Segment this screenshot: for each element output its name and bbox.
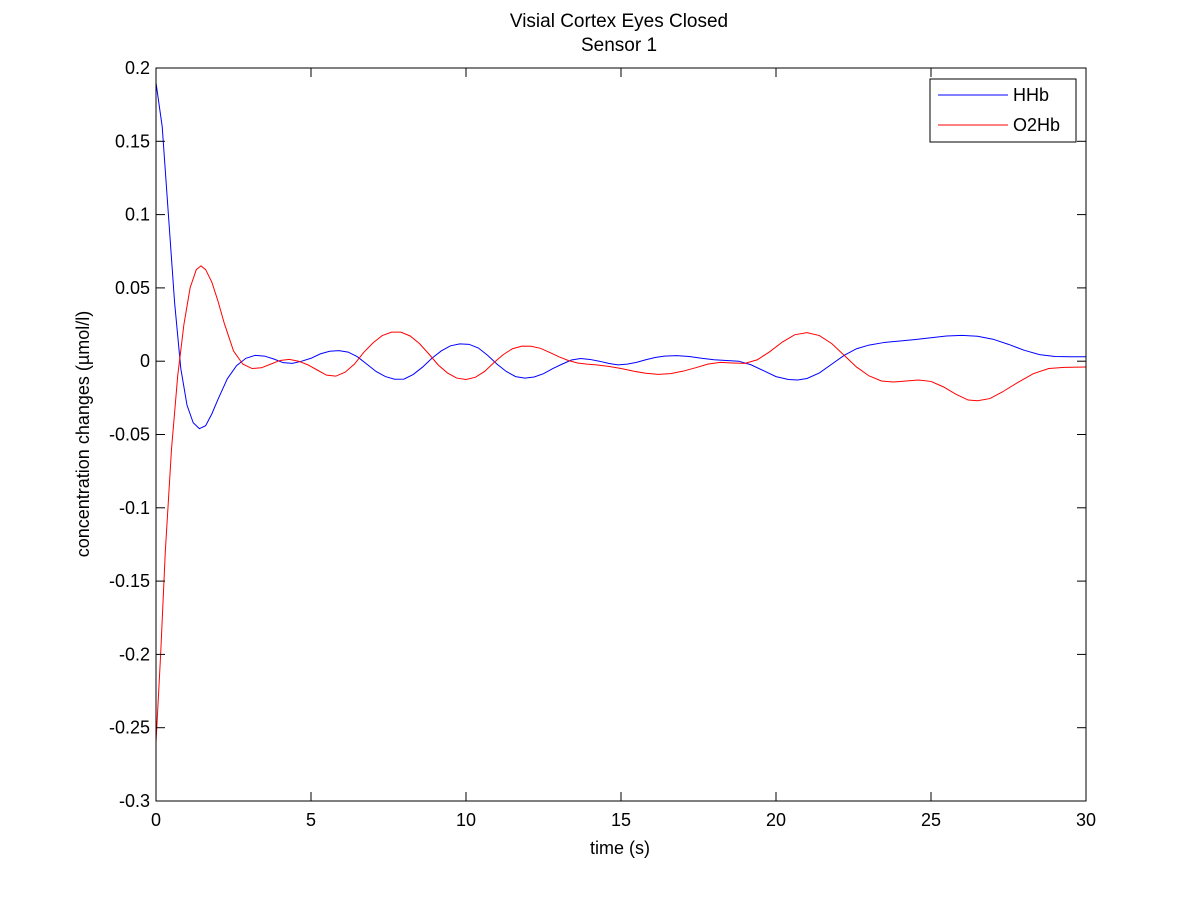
chart-subtitle: Sensor 1	[581, 35, 657, 56]
x-axis-ticks: 0 5 10 15 20 25 30	[151, 68, 1096, 830]
y-tick-label: 0	[140, 351, 150, 371]
x-tick-label: 10	[456, 810, 476, 830]
y-tick-label: -0.05	[109, 425, 150, 445]
x-tick-label: 25	[921, 810, 941, 830]
plot-area	[156, 68, 1086, 801]
y-axis-label: concentration changes (µmol/l)	[73, 311, 93, 558]
legend-box	[929, 78, 1077, 143]
x-tick-label: 15	[611, 810, 631, 830]
x-axis-label: time (s)	[590, 838, 650, 858]
y-tick-label: -0.1	[119, 498, 150, 518]
y-tick-label: -0.15	[109, 571, 150, 591]
y-tick-label: 0.15	[115, 131, 150, 151]
x-tick-label: 0	[151, 810, 161, 830]
y-axis-ticks: 0.2 0.15 0.1 0.05 0 -0.05 -0.1 -0.15 -0.2 -0.25 -0…	[109, 58, 1086, 811]
y-tick-label: -0.3	[119, 791, 150, 811]
x-tick-label: 20	[766, 810, 786, 830]
y-tick-label: 0.2	[125, 58, 150, 78]
y-tick-label: 0.05	[115, 278, 150, 298]
y-tick-label: -0.2	[119, 644, 150, 664]
x-tick-label: 30	[1076, 810, 1096, 830]
y-tick-label: -0.25	[109, 718, 150, 738]
series-line-hhb	[155, 82, 1086, 430]
chart-title: Visial Cortex Eyes Closed	[510, 11, 728, 32]
y-tick-label: 0.1	[125, 205, 150, 225]
legend: HHb O2Hb	[929, 78, 1077, 143]
x-tick-label: 5	[306, 810, 316, 830]
legend-label-hhb: HHb	[1013, 85, 1049, 105]
legend-label-o2hb: O2Hb	[1013, 115, 1060, 135]
series-line-o2hb	[155, 265, 1087, 743]
series-layer	[155, 82, 1087, 743]
